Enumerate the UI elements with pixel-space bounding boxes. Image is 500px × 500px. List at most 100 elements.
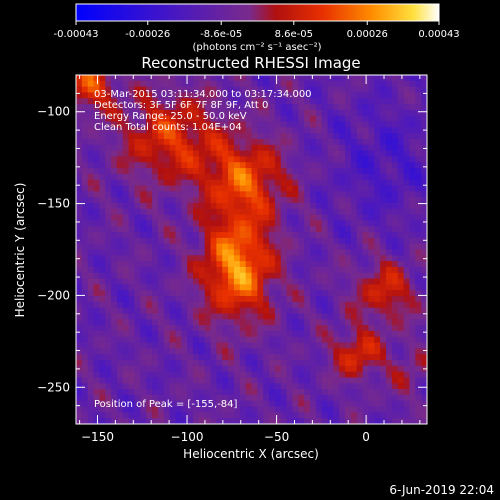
heatmap-cell xyxy=(298,121,305,128)
heatmap-cell xyxy=(345,133,352,140)
heatmap-cell xyxy=(187,138,194,146)
heatmap-cell xyxy=(286,342,293,349)
heatmap-cell xyxy=(339,121,346,128)
heatmap-cell xyxy=(245,354,252,361)
heatmap-cell xyxy=(228,325,235,332)
heatmap-cell xyxy=(198,173,206,181)
heatmap-cell xyxy=(111,266,118,274)
heatmap-cell xyxy=(292,336,299,343)
heatmap-cell xyxy=(116,75,124,82)
heatmap-cell xyxy=(134,191,141,198)
heatmap-cell xyxy=(187,383,194,390)
heatmap-cell xyxy=(140,202,147,210)
y-tick-label: −100 xyxy=(37,105,70,119)
heatmap-cell xyxy=(310,162,317,169)
heatmap-cell xyxy=(315,191,323,198)
heatmap-cell xyxy=(345,377,352,384)
heatmap-cell xyxy=(193,313,200,320)
heatmap-cell xyxy=(391,400,399,407)
heatmap-cell xyxy=(274,284,282,291)
heatmap-cell xyxy=(386,168,393,175)
heatmap-cell xyxy=(327,406,334,413)
heatmap-cell xyxy=(380,156,387,163)
heatmap-cell xyxy=(368,162,375,169)
heatmap-cell xyxy=(157,243,165,250)
heatmap-cell xyxy=(152,208,159,215)
heatmap-cell xyxy=(280,290,287,297)
heatmap-cell xyxy=(87,214,94,221)
heatmap-cell xyxy=(157,389,165,396)
heatmap-cell xyxy=(87,104,94,111)
heatmap-cell xyxy=(339,336,346,343)
heatmap-cell xyxy=(339,377,346,384)
heatmap-cell xyxy=(304,336,311,343)
heatmap-cell xyxy=(374,133,381,140)
heatmap-cell xyxy=(391,168,399,175)
heatmap-cell xyxy=(216,365,223,373)
heatmap-cell xyxy=(116,307,124,314)
heatmap-cell xyxy=(134,115,141,122)
heatmap-cell xyxy=(257,121,264,128)
heatmap-cell xyxy=(310,389,317,396)
heatmap-cell xyxy=(350,412,358,419)
heatmap-cell xyxy=(204,173,211,181)
heatmap-cell xyxy=(87,394,94,402)
heatmap-cell xyxy=(280,249,287,256)
heatmap-cell xyxy=(146,249,153,256)
heatmap-cell xyxy=(228,261,235,268)
heatmap-cell xyxy=(391,371,399,378)
heatmap-cell xyxy=(204,115,211,122)
heatmap-cell xyxy=(204,202,211,210)
heatmap-cell xyxy=(140,185,147,192)
heatmap-cell xyxy=(403,400,410,407)
heatmap-cell xyxy=(116,138,124,146)
heatmap-cell xyxy=(263,173,270,181)
heatmap-cell xyxy=(157,383,165,390)
heatmap-cell xyxy=(321,354,328,361)
heatmap-cell xyxy=(210,360,217,367)
heatmap-cell xyxy=(327,179,334,186)
heatmap-cell xyxy=(362,296,369,303)
heatmap-cell xyxy=(193,394,200,402)
heatmap-cell xyxy=(251,365,258,373)
heatmap-cell xyxy=(391,92,399,99)
heatmap-cell xyxy=(152,255,159,262)
heatmap-cell xyxy=(116,168,124,175)
heatmap-cell xyxy=(122,290,130,297)
heatmap-cell xyxy=(310,301,317,309)
heatmap-cell xyxy=(81,109,89,117)
heatmap-cell xyxy=(368,394,375,402)
heatmap-cell xyxy=(257,313,264,320)
heatmap-cell xyxy=(397,98,404,105)
heatmap-cell xyxy=(175,365,182,373)
heatmap-cell xyxy=(339,354,346,361)
heatmap-cell xyxy=(251,168,258,175)
heatmap-cell xyxy=(298,144,305,152)
heatmap-cell xyxy=(216,75,223,82)
heatmap-cell xyxy=(210,389,217,396)
heatmap-cell xyxy=(257,208,264,215)
heatmap-cell xyxy=(157,197,165,204)
heatmap-cell xyxy=(298,150,305,157)
heatmap-cell xyxy=(163,342,170,349)
heatmap-cell xyxy=(81,365,89,373)
heatmap-cell xyxy=(87,406,94,413)
heatmap-cell xyxy=(339,383,346,390)
heatmap-cell xyxy=(187,301,194,309)
heatmap-cell xyxy=(146,138,153,146)
heatmap-cell xyxy=(368,389,375,396)
heatmap-cell xyxy=(134,214,141,221)
heatmap-cell xyxy=(374,144,381,152)
heatmap-cell xyxy=(116,109,124,117)
heatmap-cell xyxy=(263,138,270,146)
heatmap-cell xyxy=(204,342,211,349)
heatmap-cell xyxy=(140,377,147,384)
heatmap-cell xyxy=(298,249,305,256)
heatmap-cell xyxy=(222,214,229,221)
heatmap-cell xyxy=(163,278,170,285)
heatmap-cell xyxy=(415,330,422,338)
heatmap-cell xyxy=(333,86,340,93)
heatmap-cell xyxy=(345,98,352,105)
heatmap-cell xyxy=(210,150,217,157)
heatmap-cell xyxy=(362,202,369,210)
